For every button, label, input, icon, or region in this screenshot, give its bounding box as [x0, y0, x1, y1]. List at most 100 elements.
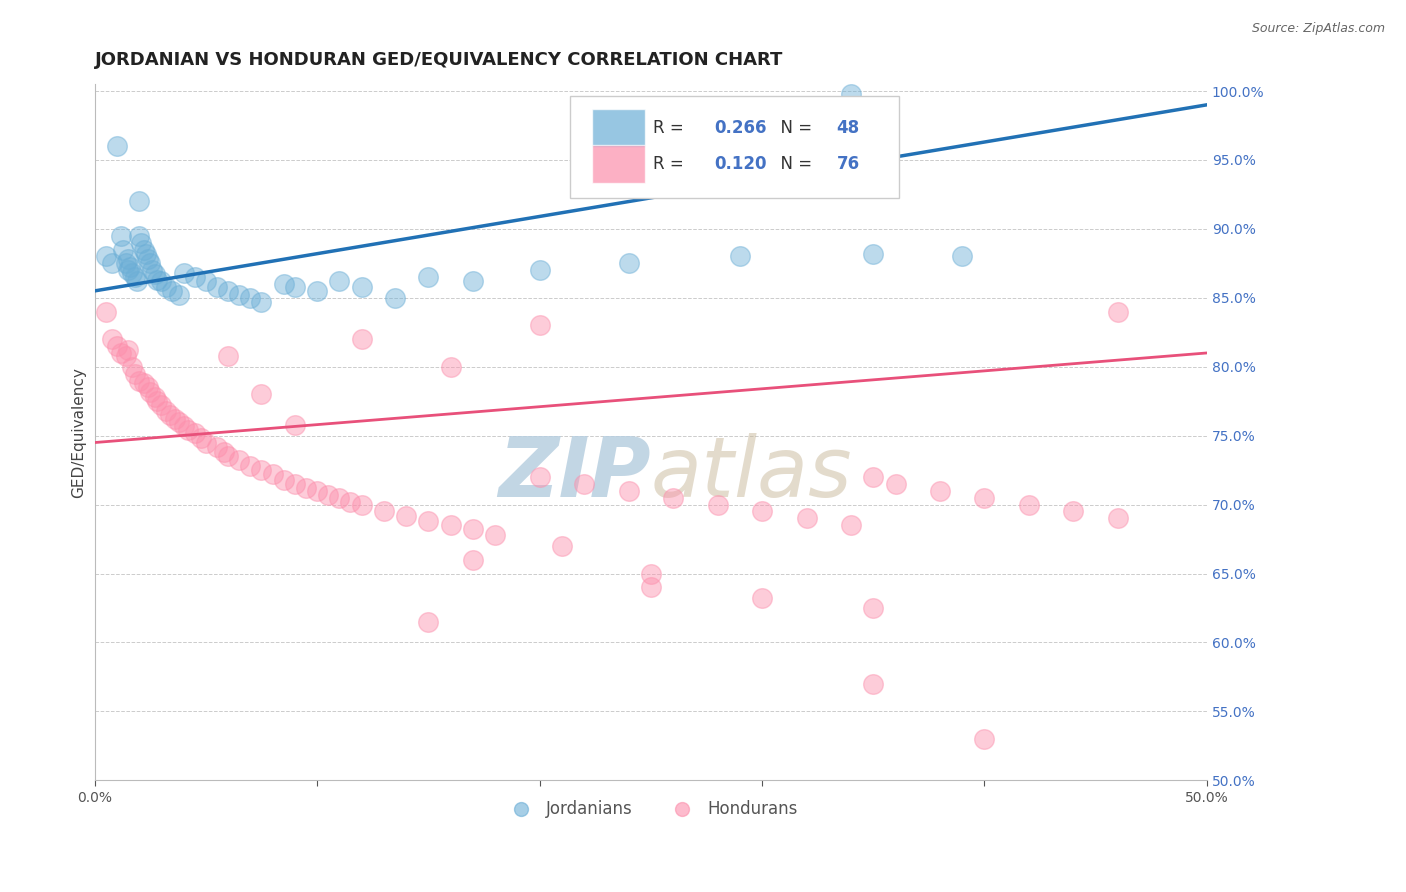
- Point: [136, 380, 159, 394]
- Point: [751, 591, 773, 606]
- Text: 76: 76: [837, 155, 859, 173]
- Point: [839, 518, 862, 533]
- Point: [706, 498, 728, 512]
- Point: [112, 243, 135, 257]
- Point: [143, 390, 166, 404]
- Point: [135, 246, 157, 260]
- Point: [418, 514, 440, 528]
- Point: [439, 359, 461, 374]
- Point: [114, 349, 136, 363]
- Point: [139, 384, 162, 399]
- Point: [250, 463, 273, 477]
- Legend: Jordanians, Hondurans: Jordanians, Hondurans: [498, 793, 804, 824]
- Text: Source: ZipAtlas.com: Source: ZipAtlas.com: [1251, 22, 1385, 36]
- Point: [194, 274, 217, 288]
- Point: [461, 274, 484, 288]
- Point: [262, 467, 284, 482]
- Point: [101, 332, 124, 346]
- Point: [284, 279, 307, 293]
- Text: N =: N =: [770, 119, 817, 137]
- Point: [217, 450, 239, 464]
- Point: [617, 256, 640, 270]
- Point: [461, 552, 484, 566]
- Point: [120, 260, 142, 275]
- Point: [94, 249, 117, 263]
- Point: [862, 246, 884, 260]
- Point: [250, 294, 273, 309]
- Point: [217, 284, 239, 298]
- Point: [640, 580, 662, 594]
- Point: [132, 376, 155, 391]
- Text: 0.266: 0.266: [714, 119, 766, 137]
- Point: [418, 615, 440, 629]
- Point: [239, 458, 262, 473]
- FancyBboxPatch shape: [592, 145, 645, 183]
- Point: [239, 291, 262, 305]
- Point: [205, 279, 228, 293]
- Text: JORDANIAN VS HONDURAN GED/EQUIVALENCY CORRELATION CHART: JORDANIAN VS HONDURAN GED/EQUIVALENCY CO…: [94, 51, 783, 69]
- Point: [662, 491, 685, 505]
- Point: [1107, 304, 1129, 318]
- Point: [162, 284, 184, 298]
- Point: [128, 194, 150, 209]
- Point: [250, 387, 273, 401]
- Point: [373, 504, 395, 518]
- Y-axis label: GED/Equivalency: GED/Equivalency: [72, 367, 86, 498]
- Point: [384, 291, 406, 305]
- Point: [105, 139, 128, 153]
- Point: [1107, 511, 1129, 525]
- Point: [183, 425, 205, 440]
- Point: [295, 481, 318, 495]
- Point: [143, 268, 166, 282]
- Text: 48: 48: [837, 119, 859, 137]
- Point: [173, 419, 195, 434]
- Point: [128, 228, 150, 243]
- Point: [273, 277, 295, 291]
- Text: atlas: atlas: [651, 434, 852, 515]
- Point: [155, 404, 177, 418]
- Point: [973, 731, 995, 746]
- Point: [117, 252, 139, 267]
- Point: [150, 398, 173, 412]
- Point: [418, 270, 440, 285]
- Point: [124, 367, 146, 381]
- Point: [572, 476, 595, 491]
- Point: [167, 288, 190, 302]
- Point: [150, 274, 173, 288]
- Point: [640, 566, 662, 581]
- Point: [117, 343, 139, 358]
- Point: [94, 304, 117, 318]
- Point: [121, 359, 143, 374]
- Text: N =: N =: [770, 155, 817, 173]
- Point: [101, 256, 124, 270]
- Point: [484, 528, 506, 542]
- Point: [121, 266, 143, 280]
- Point: [125, 274, 148, 288]
- Point: [110, 346, 132, 360]
- Point: [212, 445, 235, 459]
- Point: [155, 279, 177, 293]
- Point: [132, 243, 155, 257]
- Point: [217, 349, 239, 363]
- Point: [529, 470, 551, 484]
- Point: [228, 288, 250, 302]
- Point: [973, 491, 995, 505]
- Point: [350, 279, 373, 293]
- Point: [1063, 504, 1085, 518]
- Text: R =: R =: [652, 119, 689, 137]
- Text: ZIP: ZIP: [498, 434, 651, 515]
- Point: [105, 339, 128, 353]
- FancyBboxPatch shape: [569, 96, 898, 198]
- Point: [529, 318, 551, 333]
- Point: [350, 498, 373, 512]
- Point: [146, 394, 169, 409]
- Point: [439, 518, 461, 533]
- Point: [328, 491, 350, 505]
- Point: [284, 417, 307, 432]
- Point: [136, 252, 159, 267]
- Point: [529, 263, 551, 277]
- Point: [884, 476, 907, 491]
- Point: [167, 415, 190, 429]
- Point: [228, 453, 250, 467]
- Point: [128, 374, 150, 388]
